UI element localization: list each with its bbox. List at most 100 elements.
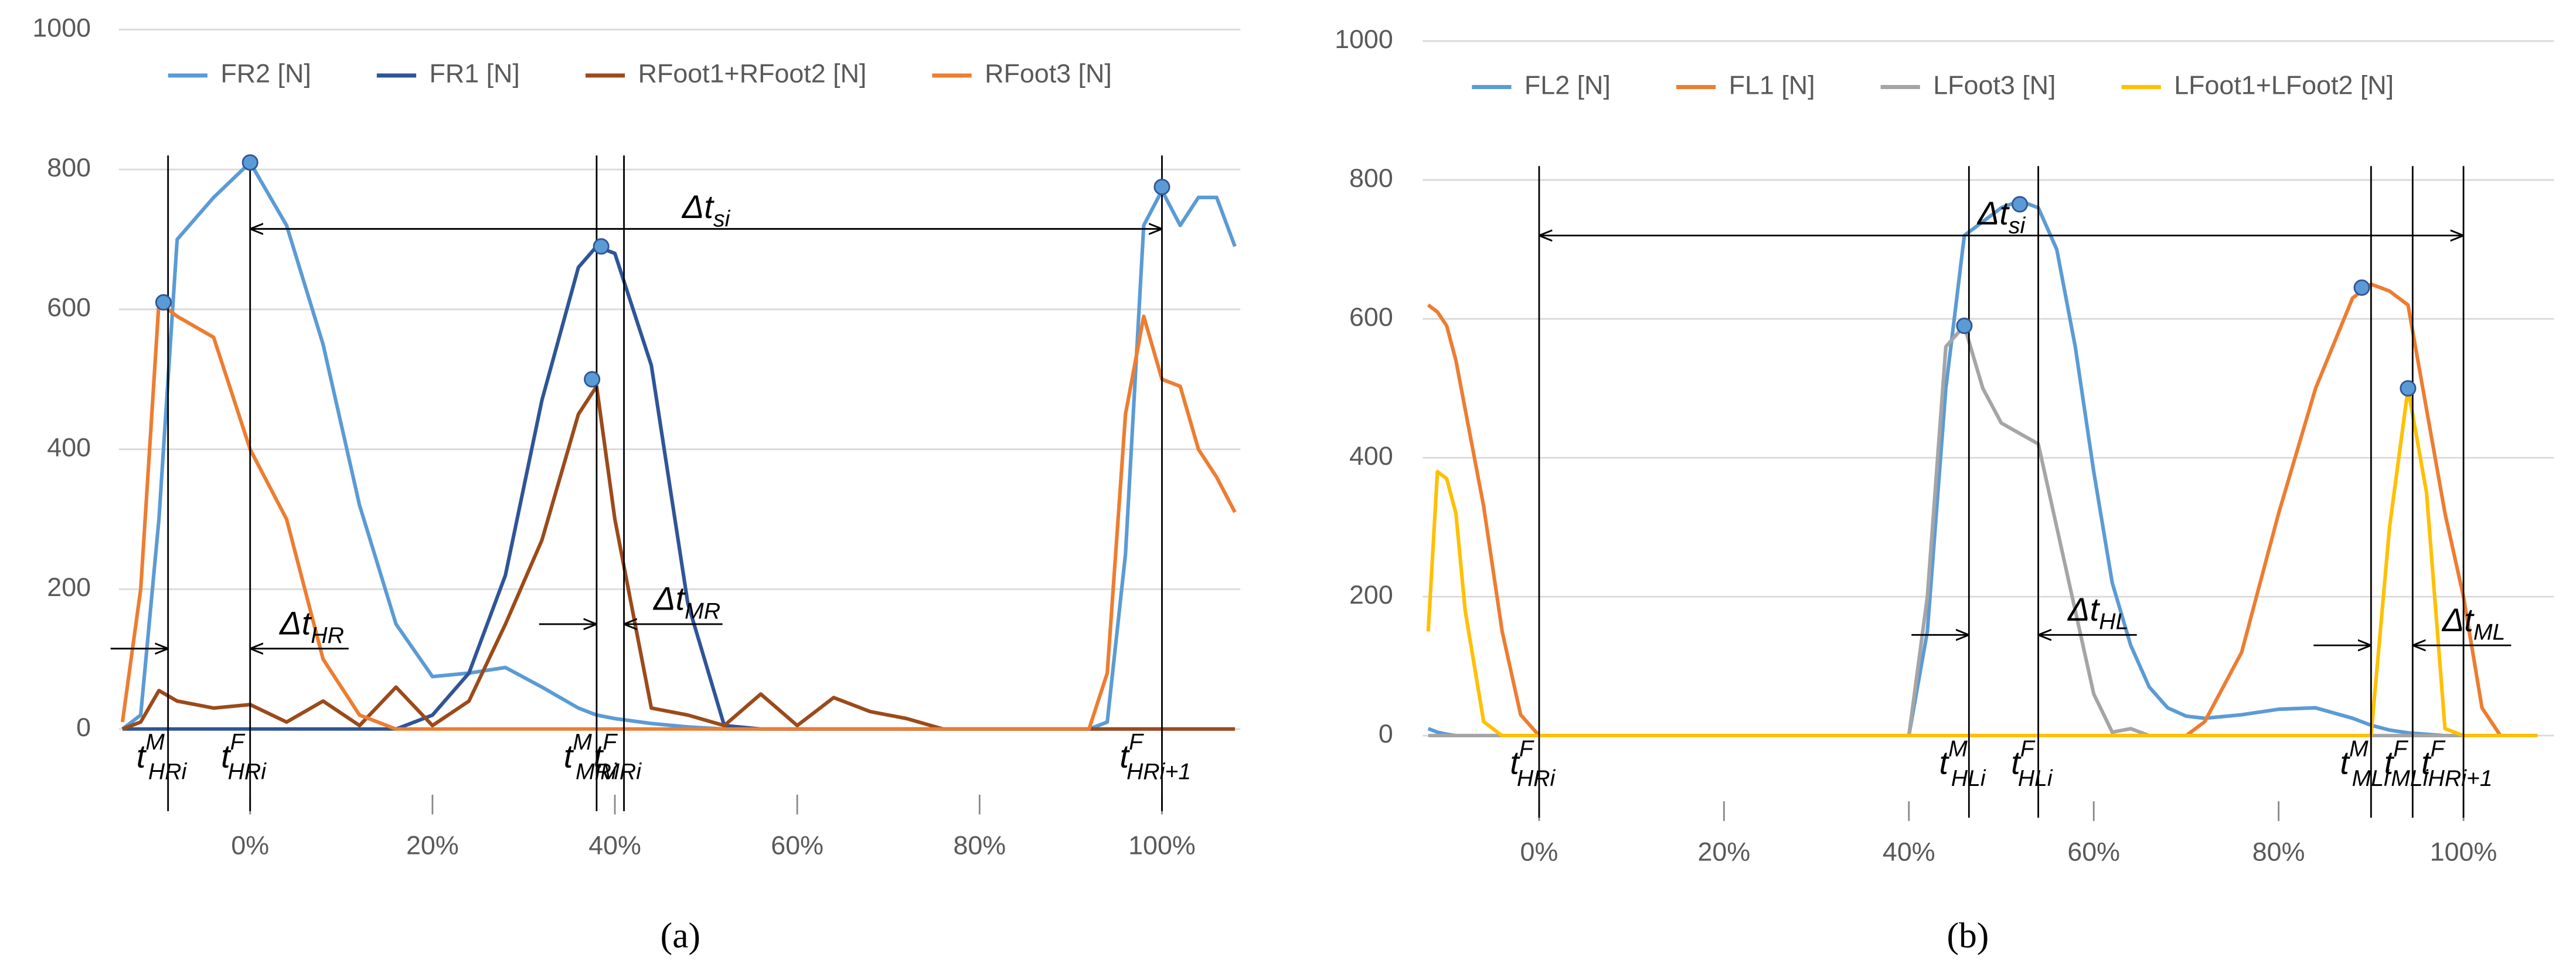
event-label: tF HRi (1510, 736, 1556, 791)
y-tick-label: 400 (47, 433, 91, 462)
panel-label: (a) (661, 916, 700, 956)
x-tick-label: 100% (1128, 831, 1196, 860)
label-sup: M (1948, 736, 1968, 762)
label-base: t (2384, 744, 2395, 781)
series-line (121, 161, 1237, 731)
series-line (120, 300, 1237, 731)
label-base: t (2421, 744, 2432, 781)
label-base: t (564, 737, 574, 774)
label-sub: MRi (576, 759, 617, 785)
x-tick-label: 80% (2252, 838, 2305, 867)
peak-marker (1956, 317, 1973, 334)
interval-label: Δtsi (1976, 195, 2026, 239)
label-sup: M (145, 730, 165, 755)
label-sub: HRi+1 (2428, 765, 2493, 791)
x-tick-label: 0% (1520, 838, 1558, 867)
label-base: t (137, 737, 147, 774)
chart-panel: 0 200 400 600 800 1000 0% 20% 40% 60% 80% 100% FR2 [… (32, 13, 1241, 956)
label-base: t (1939, 744, 1950, 781)
event-label: tM HLi (1939, 736, 1986, 791)
label-base: Δt (681, 188, 715, 225)
label-base: t (594, 737, 604, 774)
y-tick-label: 800 (1349, 164, 1393, 193)
y-tick-label: 600 (47, 293, 91, 322)
event-label: tF HRi (221, 730, 267, 785)
event-label: tF MLi (2384, 736, 2429, 791)
label-sub: HLi (2018, 765, 2053, 791)
interval-label: ΔtHL (2067, 591, 2128, 635)
y-tick-label: 400 (1349, 441, 1393, 471)
y-tick-label: 200 (1349, 580, 1393, 610)
legend-label: FL1 [N] (1729, 70, 1815, 100)
label-base: t (221, 737, 232, 774)
event-label: tM MRi (564, 730, 617, 785)
series-line (1426, 386, 2538, 737)
interval-label: ΔtHR (278, 604, 344, 648)
x-tick-label: 60% (2067, 838, 2120, 867)
x-tick-label: 100% (2430, 838, 2497, 867)
series-line (121, 384, 1235, 731)
peak-marker (1153, 178, 1170, 195)
label-sub: si (713, 206, 731, 232)
peak-marker (155, 294, 172, 311)
label-sup: F (1519, 736, 1534, 762)
y-tick-label: 800 (47, 153, 91, 182)
label-base: t (2011, 744, 2022, 781)
label-sup: F (2393, 736, 2408, 762)
y-tick-label: 600 (1349, 302, 1393, 332)
x-tick-label: 60% (771, 831, 823, 860)
peak-marker (593, 238, 610, 255)
legend-label: FL2 [N] (1524, 70, 1611, 100)
legend-label: FR1 [N] (430, 59, 520, 88)
interval-label: ΔtMR (652, 580, 720, 624)
peak-marker (2400, 380, 2417, 397)
label-base: t (2340, 744, 2350, 781)
label-sub: ML (2473, 619, 2505, 645)
label-sup: M (2349, 736, 2369, 762)
label-sub: HRi (148, 759, 188, 785)
label-base: Δt (652, 580, 686, 617)
label-sup: F (230, 730, 246, 755)
y-tick-label: 1000 (32, 13, 91, 42)
label-base: Δt (278, 604, 312, 641)
event-label: tF HRi+1 (1119, 730, 1191, 785)
event-label: tF HLi (2011, 736, 2053, 791)
panel-label: (b) (1947, 916, 1989, 956)
legend-label: LFoot3 [N] (1933, 70, 2056, 100)
label-sub: HR (311, 622, 344, 648)
peak-marker (2353, 279, 2370, 296)
series-line (122, 244, 1235, 731)
interval-label: ΔtML (2441, 601, 2506, 645)
chart-panel: 0 200 400 600 800 1000 0% 20% 40% 60% 80% 100% FL2 [… (1335, 25, 2554, 956)
label-base: Δt (1976, 195, 2010, 232)
event-label: tF MRi (594, 730, 642, 785)
label-sub: MRi (600, 759, 642, 785)
label-sup: F (1129, 730, 1144, 755)
label-sub: HRi+1 (1127, 759, 1191, 785)
label-base: Δt (2441, 601, 2475, 638)
label-sub: si (2009, 213, 2026, 239)
y-tick-label: 1000 (1335, 25, 1393, 54)
y-tick-label: 0 (76, 713, 91, 742)
label-sub: HL (2099, 609, 2128, 635)
x-tick-label: 0% (231, 831, 269, 860)
label-sup: F (2020, 736, 2036, 762)
label-base: Δt (2067, 591, 2101, 628)
label-sub: MLi (2352, 765, 2390, 791)
event-label: tM MLi (2340, 736, 2390, 791)
label-sup: M (573, 730, 592, 755)
label-sub: HLi (1951, 765, 1986, 791)
legend-label: RFoot1+RFoot2 [N] (638, 59, 867, 88)
peak-marker (2012, 196, 2029, 213)
event-label: tM HRi (137, 730, 188, 785)
label-sub: HRi (228, 759, 267, 785)
legend-label: RFoot3 [N] (985, 59, 1112, 88)
x-tick-label: 80% (953, 831, 1006, 860)
x-tick-label: 20% (1698, 838, 1751, 867)
legend-label: FR2 [N] (220, 59, 311, 88)
x-tick-label: 40% (1883, 838, 1935, 867)
x-tick-label: 40% (588, 831, 641, 860)
y-tick-label: 0 (1379, 719, 1393, 748)
